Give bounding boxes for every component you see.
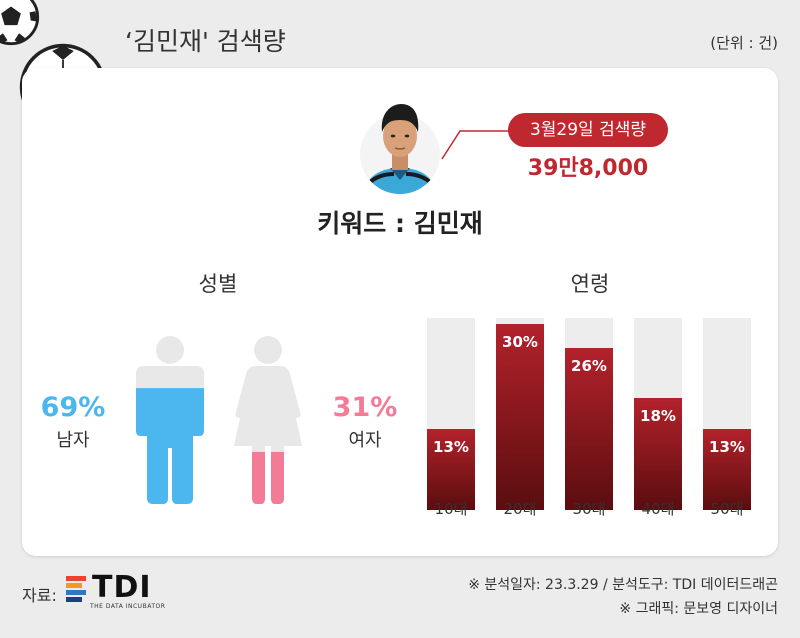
tdi-logo-icon — [66, 576, 86, 602]
callout-value: 39만8,000 — [527, 156, 649, 181]
keyword-title: 키워드 : 김민재 — [317, 209, 483, 238]
female-category-label: 여자 — [348, 430, 382, 451]
male-percent-label: 69% — [40, 392, 106, 423]
age-category-label: 30대 — [572, 500, 606, 518]
tdi-logo-subtitle: THE DATA INCUBATOR — [90, 603, 166, 610]
age-category-label: 50대 — [710, 500, 744, 518]
tdi-logo-text: TDI — [92, 570, 152, 605]
age-bar-value-label: 13% — [433, 438, 469, 457]
age-category-label: 40대 — [641, 500, 675, 518]
chart-title: ‘김민재' 검색량 — [125, 27, 286, 56]
age-bar-5 — [703, 429, 751, 510]
age-bar-value-label: 13% — [709, 438, 745, 457]
age-category-label: 20대 — [503, 500, 537, 518]
female-percent-label: 31% — [332, 392, 398, 423]
callout-connector — [441, 130, 510, 160]
soccer-ball-icon — [0, 0, 40, 46]
player-avatar — [360, 104, 440, 194]
age-bar-value-label: 26% — [571, 357, 607, 376]
age-section-title: 연령 — [570, 272, 610, 296]
female-fill-bar — [234, 451, 302, 504]
graphic-credit: ※ 그래픽: 문보영 디자이너 — [619, 601, 778, 617]
age-bar-1 — [427, 429, 475, 510]
age-bar-2 — [496, 323, 544, 510]
age-bar-4 — [634, 398, 682, 510]
male-fill-bar — [136, 388, 204, 504]
male-figure — [136, 336, 204, 504]
male-category-label: 남자 — [56, 430, 90, 451]
female-figure — [234, 336, 302, 504]
analysis-note: ※ 분석일자: 23.3.29 / 분석도구: TDI 데이터드래곤 — [468, 577, 778, 593]
age-category-label: 10대 — [434, 500, 468, 518]
age-bar-value-label: 30% — [502, 332, 538, 351]
age-bar-value-label: 18% — [640, 407, 676, 426]
gender-section-title: 성별 — [198, 272, 238, 296]
callout-date-badge: 3월29일 검색량 — [508, 113, 668, 147]
age-bar-3 — [565, 348, 613, 510]
source-label: 자료: — [22, 586, 57, 605]
unit-label: (단위 : 건) — [710, 34, 778, 52]
